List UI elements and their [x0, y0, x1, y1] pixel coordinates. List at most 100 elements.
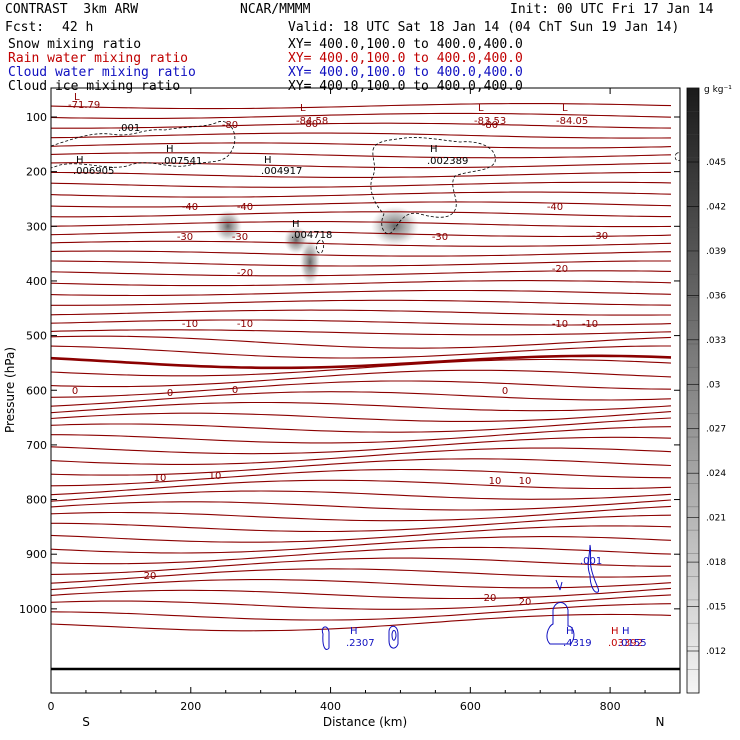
colorbar-tick-label: .021	[706, 514, 726, 524]
isotherm-label: -80	[302, 119, 318, 130]
forecast-hours: 42 h	[62, 20, 94, 35]
isotherm-line	[51, 568, 672, 584]
colorbar-tick-label: .033	[706, 336, 726, 346]
isotherm-label: -40	[237, 202, 253, 213]
isotherm-line	[51, 319, 672, 326]
org-label: NCAR/MMMM	[240, 2, 311, 17]
low-marker: L	[300, 103, 306, 114]
isotherm-label: 10	[489, 476, 502, 487]
isotherm-label: -10	[552, 319, 568, 330]
isotherm-line	[51, 280, 672, 287]
isotherm-line	[51, 458, 672, 476]
isotherm-line	[51, 479, 672, 496]
isotherm-label: -40	[182, 202, 198, 213]
cloud-water-value: .0155	[618, 638, 647, 649]
isotherm-label: 10	[519, 476, 532, 487]
low-marker: L	[74, 92, 80, 103]
y-tick-label: 500	[26, 330, 47, 343]
field-rain-xy: XY= 400.0,100.0 to 400.0,400.0	[288, 51, 523, 66]
isotherm-line	[51, 603, 672, 621]
y-tick-label: 700	[26, 439, 47, 452]
isotherm-line	[51, 391, 672, 407]
y-axis-title: Pressure (hPa)	[3, 347, 17, 433]
isotherm-line	[51, 103, 672, 110]
isotherm-label: 0	[232, 385, 238, 396]
extrema-labels: L -71.79 L -84.58 L -83.53 L -84.05 .001…	[68, 92, 647, 649]
isotherm-label: 0	[167, 388, 173, 399]
isotherm-line	[51, 191, 672, 198]
shade-blob	[300, 238, 320, 286]
low-marker: L	[562, 103, 568, 114]
field-cloudwater-xy: XY= 400.0,100.0 to 400.0,400.0	[288, 65, 523, 80]
isotherm-line	[51, 171, 671, 178]
low-value: -83.53	[474, 116, 506, 127]
isotherm-line	[51, 230, 672, 238]
isotherm-label: -20	[237, 268, 253, 279]
isotherm-line	[51, 240, 672, 247]
shade-blob	[371, 206, 419, 246]
isotherm-line	[51, 579, 672, 591]
isotherm-line	[51, 181, 672, 188]
isotherm-label: -30	[432, 232, 448, 243]
y-tick-label: 800	[26, 494, 47, 507]
colorbar-tick-label: .039	[706, 247, 726, 257]
cloud-water-contour	[546, 602, 575, 645]
isotherm-line	[51, 505, 672, 522]
isotherm-line	[51, 490, 672, 502]
field-snow-name: Snow mixing ratio	[8, 37, 142, 52]
plot-frame	[50, 87, 681, 694]
y-tick-label: 600	[26, 384, 47, 397]
cloud-water-contour	[321, 626, 330, 650]
isotherm-line	[51, 525, 672, 543]
init-time: Init: 00 UTC Fri 17 Jan 14	[510, 2, 714, 17]
ice-contour	[370, 137, 496, 234]
isotherm-line	[51, 417, 672, 433]
isotherm-label: 20	[519, 597, 532, 608]
colorbar-ticks: .045 .042 .039 .036 .033 .03 .027 .024 .021 .018.…	[687, 87, 726, 670]
colorbar-tick-label: .018	[706, 558, 726, 568]
isotherm-label: -10	[237, 319, 253, 330]
isotherm-line	[51, 270, 672, 277]
colorbar-tick-label: .042	[706, 202, 726, 212]
high-marker: H	[622, 626, 630, 637]
y-tick-label: 900	[26, 548, 47, 561]
axes: 0 200 400 600 800100200300400500600700800900…	[19, 88, 680, 713]
x-tick-label: 600	[460, 700, 481, 713]
isotherm-line	[51, 436, 672, 455]
high-marker: H	[264, 155, 272, 166]
colorbar-tick-label: .012	[706, 647, 726, 657]
cloud-water-contour	[555, 579, 563, 591]
isotherm-line	[51, 426, 672, 444]
isotherm-line	[51, 499, 672, 511]
rain-value: .03392	[608, 638, 643, 649]
isotherm-line	[51, 358, 672, 377]
isotherm-line	[51, 250, 672, 257]
isotherm-line	[51, 354, 672, 370]
colorbar-tick-label: .024	[706, 469, 726, 479]
y-tick-label: 300	[26, 220, 47, 233]
isotherm-label: -10	[582, 319, 598, 330]
high-marker: H	[350, 626, 358, 637]
low-value: -71.79	[68, 100, 100, 111]
isotherm-line	[51, 201, 672, 208]
isotherm-line	[51, 211, 671, 218]
isotherm-label: 10	[154, 473, 167, 484]
high-marker: H	[292, 219, 300, 230]
isotherm-label: 0	[502, 386, 508, 397]
field-snow-xy: XY= 400.0,100.0 to 400.0,400.0	[288, 37, 523, 52]
y-tick-label: 100	[26, 111, 47, 124]
isotherm-label: 20	[144, 571, 157, 582]
isotherm-line	[51, 112, 672, 119]
isotherm-label: 20	[484, 593, 497, 604]
ice-value: .004917	[261, 166, 302, 177]
isotherm-line	[51, 536, 672, 554]
model-title: CONTRAST 3km ARW	[5, 2, 139, 17]
colorbar-unit: g kg⁻¹	[704, 85, 732, 95]
isotherm-line	[51, 546, 672, 565]
ice-value: .007541	[161, 156, 202, 167]
field-cloudice-name: Cloud ice mixing ratio	[8, 79, 181, 94]
colorbar-tick-label: .045	[706, 158, 726, 168]
south-label: S	[82, 715, 90, 729]
isotherm-line	[51, 380, 672, 398]
isotherm-label: -80	[222, 120, 238, 131]
